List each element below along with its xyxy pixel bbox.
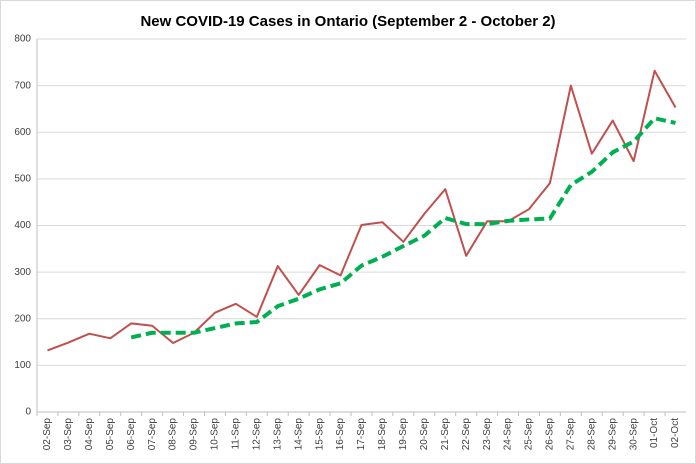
x-tick-label: 05-Sep xyxy=(105,418,116,451)
x-tick-label: 02-Sep xyxy=(42,418,53,451)
x-tick-label: 07-Sep xyxy=(147,418,158,451)
x-tick-label: 22-Sep xyxy=(461,418,472,451)
x-tick-label: 30-Sep xyxy=(628,418,639,451)
x-tick-label: 09-Sep xyxy=(189,418,200,451)
x-tick-label: 13-Sep xyxy=(272,418,283,451)
x-tick-label: 28-Sep xyxy=(586,418,597,451)
x-tick-label: 18-Sep xyxy=(377,418,388,451)
chart-title: New COVID-19 Cases in Ontario (September… xyxy=(140,13,555,30)
x-tick-label: 25-Sep xyxy=(524,418,535,451)
x-tick-label: 14-Sep xyxy=(293,418,304,451)
x-tick-label: 16-Sep xyxy=(335,418,346,451)
x-tick-label: 24-Sep xyxy=(503,418,514,451)
y-tick-label: 200 xyxy=(14,313,31,324)
x-tick-label: 10-Sep xyxy=(210,418,221,451)
y-tick-label: 500 xyxy=(14,174,31,185)
x-tick-label: 01-Oct xyxy=(649,418,660,448)
x-tick-label: 06-Sep xyxy=(126,418,137,451)
x-tick-label: 04-Sep xyxy=(84,418,95,451)
y-tick-label: 700 xyxy=(14,80,31,91)
y-tick-label: 400 xyxy=(14,220,31,231)
x-tick-label: 12-Sep xyxy=(251,418,262,451)
x-tick-label: 15-Sep xyxy=(314,418,325,451)
x-tick-label: 21-Sep xyxy=(440,418,451,451)
x-tick-label: 11-Sep xyxy=(231,418,242,450)
x-tick-label: 29-Sep xyxy=(607,418,618,451)
y-tick-label: 100 xyxy=(14,360,31,371)
x-tick-label: 02-Oct xyxy=(670,418,681,448)
x-tick-label: 19-Sep xyxy=(398,418,409,451)
y-tick-label: 0 xyxy=(25,407,31,418)
series-line xyxy=(130,116,676,340)
series-line xyxy=(47,69,677,352)
x-tick-label: 20-Sep xyxy=(419,418,430,451)
y-tick-label: 800 xyxy=(14,34,31,45)
y-tick-label: 600 xyxy=(14,127,31,138)
x-tick-label: 08-Sep xyxy=(168,418,179,451)
x-tick-label: 03-Sep xyxy=(63,418,74,451)
x-tick-label: 17-Sep xyxy=(356,418,367,451)
x-tick-label: 23-Sep xyxy=(482,418,493,451)
x-tick-label: 26-Sep xyxy=(545,418,556,451)
y-tick-label: 300 xyxy=(14,267,31,278)
x-tick-label: 27-Sep xyxy=(565,418,576,451)
